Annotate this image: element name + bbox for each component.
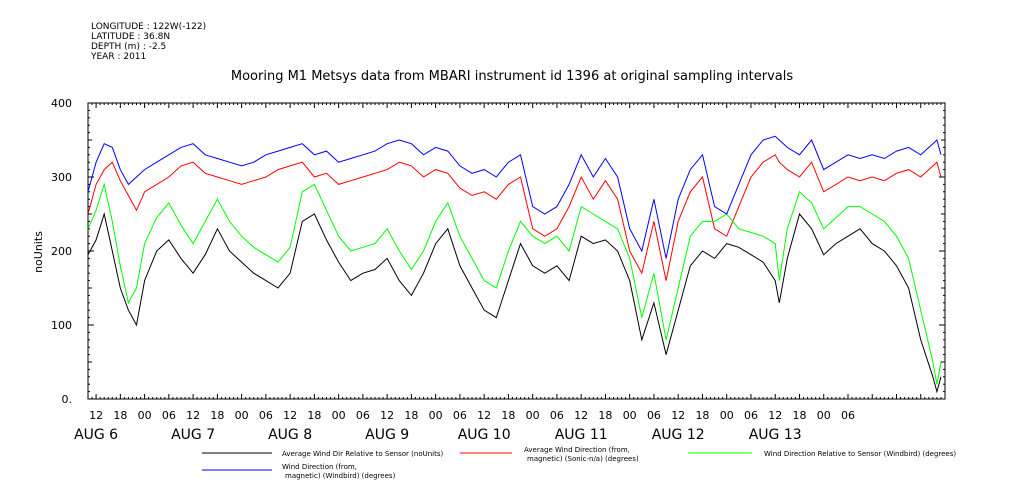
x-hour-label: 06 — [259, 409, 273, 422]
x-hour-label: 12 — [574, 409, 588, 422]
x-hour-label: 00 — [235, 409, 249, 422]
x-day-label: AUG 10 — [458, 427, 511, 443]
legend-label-3: Wind Direction Relative to Sensor (Windb… — [764, 450, 956, 458]
x-day-label: AUG 9 — [365, 427, 409, 443]
x-hour-label: 00 — [332, 409, 346, 422]
latitude-label: LATITUDE : 36.8N — [91, 32, 171, 42]
x-hour-label: 00 — [526, 409, 540, 422]
x-hour-label: 12 — [671, 409, 685, 422]
y-tick-label: 300 — [51, 171, 72, 184]
x-hour-label: 06 — [550, 409, 564, 422]
plot-frame — [87, 102, 946, 400]
chart-title: Mooring M1 Metsys data from MBARI instru… — [231, 69, 793, 84]
legend-label-2: Average Wind Direction (from, — [524, 446, 630, 454]
legend-label-4: Wind Direction (from, — [282, 463, 357, 471]
series-line-3 — [87, 182, 942, 385]
x-hour-label: 18 — [307, 409, 321, 422]
series-layer — [87, 135, 942, 394]
x-hour-label: 00 — [720, 409, 734, 422]
series-line-2 — [87, 154, 942, 281]
x-hour-label: 00 — [138, 409, 152, 422]
x-day-label: AUG 8 — [268, 427, 312, 443]
x-day-label: AUG 12 — [652, 427, 705, 443]
x-hour-label: 18 — [598, 409, 612, 422]
x-hour-label: 12 — [477, 409, 491, 422]
series-line-1 — [87, 212, 942, 394]
y-axis-label: noUnits — [32, 231, 45, 273]
x-hour-label: 12 — [380, 409, 394, 422]
x-day-label: AUG 6 — [74, 427, 118, 443]
axis-layer: 0. 100 200 300 400 12 18 00 06 12 18 00 06 12 18 00 06 12… — [51, 97, 946, 443]
x-day-label: AUG 7 — [171, 427, 215, 443]
series-line-4 — [87, 135, 942, 259]
legend: Average Wind Dir Relative to Sensor (noU… — [202, 446, 956, 480]
x-hour-label: 18 — [113, 409, 127, 422]
y-tick-label: 100 — [51, 319, 72, 332]
x-hour-label: 06 — [356, 409, 370, 422]
x-hour-label: 18 — [792, 409, 806, 422]
x-hour-label: 12 — [186, 409, 200, 422]
x-hour-label: 00 — [623, 409, 637, 422]
longitude-label: LONGITUDE : 122W(-122) — [91, 22, 207, 32]
year-label: YEAR : 2011 — [91, 52, 147, 62]
x-hour-label: 18 — [695, 409, 709, 422]
y-tick-label: 400 — [51, 97, 72, 110]
x-hour-label: 12 — [768, 409, 782, 422]
x-hour-label: 06 — [162, 409, 176, 422]
x-hour-label: 06 — [647, 409, 661, 422]
x-hour-label: 12 — [283, 409, 297, 422]
x-hour-label: 06 — [841, 409, 855, 422]
legend-label-1: Average Wind Dir Relative to Sensor (noU… — [282, 450, 443, 458]
x-hour-label: 00 — [429, 409, 443, 422]
x-hour-label: 12 — [89, 409, 103, 422]
x-hour-label: 00 — [817, 409, 831, 422]
legend-label-4-line2: magnetic) (Windbird) (degrees) — [285, 472, 396, 480]
x-hour-label: 06 — [744, 409, 758, 422]
x-hour-label: 18 — [501, 409, 515, 422]
y-tick-label: 0. — [62, 393, 73, 406]
x-hour-label: 18 — [210, 409, 224, 422]
x-hour-label: 18 — [404, 409, 418, 422]
depth-label: DEPTH (m) : -2.5 — [91, 42, 167, 52]
y-tick-label: 200 — [51, 245, 72, 258]
x-hour-label: 06 — [453, 409, 467, 422]
x-day-label: AUG 11 — [555, 427, 608, 443]
legend-label-2-line2: magnetic) (Sonic-n/a) (degrees) — [527, 455, 639, 463]
x-day-label: AUG 13 — [749, 427, 802, 443]
